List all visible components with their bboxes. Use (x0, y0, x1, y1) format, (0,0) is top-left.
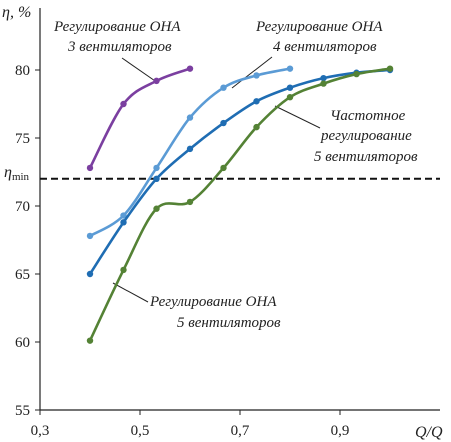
x-tick-label: 0,9 (331, 423, 350, 439)
data-point-sfreq (120, 219, 127, 226)
annotation-s3-line1: Регулирование ОНА (53, 19, 181, 35)
data-point-s4 (153, 164, 160, 172)
annotation-s4-line2: 4 вентиляторов (273, 39, 377, 55)
eta-min-subscript: min (12, 171, 30, 183)
y-ticks: 55 60 65 70 75 80 (15, 63, 40, 419)
y-tick-label: 70 (15, 199, 30, 215)
annotation-s4: Регулирование ОНА 4 вентиляторов (231, 19, 383, 89)
data-point-s5 (120, 266, 127, 274)
x-tick-label: 0,3 (31, 423, 50, 439)
annotation-s3: Регулирование ОНА 3 вентиляторов (53, 19, 181, 84)
annotation-s4-leader (231, 56, 273, 89)
annotation-sfreq-line3: 5 вентиляторов (314, 149, 418, 165)
series-line-s4 (88, 67, 292, 238)
data-point-s5 (386, 65, 394, 72)
data-point-sfreq (320, 74, 327, 82)
annotation-s5-leader (112, 282, 149, 303)
data-point-sfreq (220, 119, 227, 127)
annotation-sfreq: Частотное регулирование 5 вентиляторов (274, 105, 418, 165)
data-point-s5 (353, 70, 360, 78)
annotation-s5-line1: Регулирование ОНА (149, 294, 277, 310)
data-point-sfreq (86, 270, 94, 278)
data-point-s5 (286, 94, 294, 101)
y-tick-label: 65 (15, 267, 30, 283)
data-point-s5 (86, 337, 94, 344)
annotation-s3-leader (121, 57, 159, 84)
y-tick-label: 80 (15, 63, 30, 79)
annotation-s5: Регулирование ОНА 5 вентиляторов (112, 282, 281, 331)
annotation-s4-line1: Регулирование ОНА (255, 19, 383, 35)
annotation-sfreq-leader (274, 105, 321, 129)
data-point-s4 (253, 72, 260, 79)
series-layer (86, 65, 394, 344)
eta-min-symbol: η (4, 164, 12, 181)
data-point-s4 (186, 114, 194, 121)
data-point-s5 (153, 205, 160, 212)
y-tick-label: 60 (15, 335, 30, 351)
data-point-s3 (86, 164, 94, 172)
data-point-s5 (186, 198, 194, 206)
x-tick-label: 0,7 (231, 423, 250, 439)
data-point-sfreq (153, 175, 160, 182)
data-point-s4 (120, 212, 127, 219)
data-point-s3 (153, 77, 160, 85)
annotation-s5-line2: 5 вентиляторов (177, 315, 281, 331)
annotation-sfreq-line1: Частотное (330, 108, 406, 124)
y-axis-label: η, % (2, 4, 31, 21)
x-ticks: 0,3 0,5 0,7 0,9 (31, 410, 350, 439)
series-line-s3 (88, 67, 192, 170)
data-point-s5 (220, 164, 227, 172)
data-point-s4 (220, 84, 227, 91)
annotation-s3-line2: 3 вентиляторов (67, 39, 172, 55)
data-point-s4 (86, 232, 94, 240)
data-point-s3 (186, 65, 194, 72)
data-point-s4 (286, 65, 294, 72)
x-axis-label: Q/Q (415, 424, 443, 441)
eta-min-label: ηmin (4, 164, 30, 183)
data-point-sfreq (253, 98, 260, 105)
data-point-s3 (120, 100, 127, 108)
data-point-s5 (320, 80, 327, 87)
series-line-sfreq (88, 68, 392, 276)
series-line-s5 (88, 67, 392, 342)
x-tick-label: 0,5 (131, 423, 150, 439)
annotation-sfreq-line2: регулирование (320, 128, 412, 144)
data-point-sfreq (186, 145, 194, 153)
y-tick-label: 55 (15, 403, 30, 419)
data-point-s5 (253, 123, 260, 131)
y-tick-label: 75 (15, 131, 30, 147)
data-point-sfreq (286, 84, 294, 91)
